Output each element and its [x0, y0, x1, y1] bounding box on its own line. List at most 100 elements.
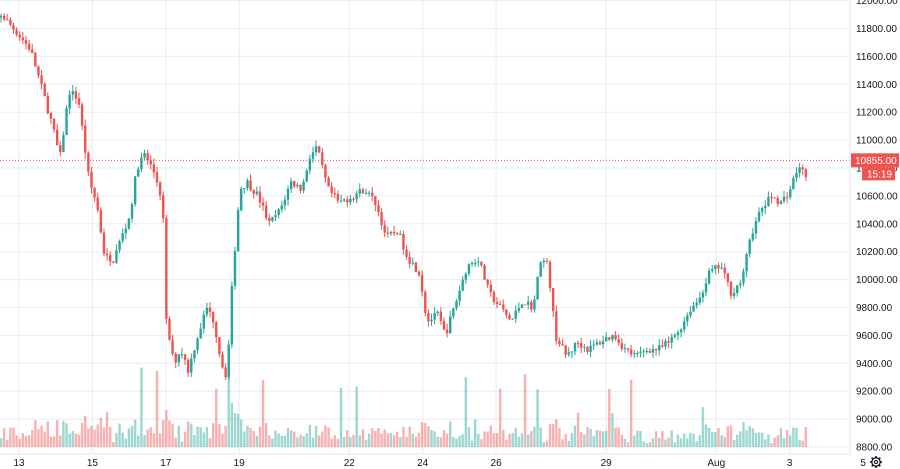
candle-body: [293, 181, 296, 187]
candle-body: [314, 146, 318, 153]
volume-bar: [258, 426, 262, 447]
candle-body: [352, 198, 355, 200]
volume-bar: [358, 435, 361, 447]
volume-bar: [364, 439, 368, 447]
volume-bar: [65, 423, 68, 447]
volume-bar: [146, 429, 149, 447]
volume-bar: [686, 438, 689, 447]
volume-bar: [152, 433, 156, 447]
volume-bar: [458, 435, 461, 447]
volume-bar: [6, 439, 9, 447]
volume-bar: [177, 425, 181, 447]
volume-bar: [208, 438, 212, 447]
volume-bar: [383, 429, 386, 447]
volume-bar: [333, 435, 337, 447]
volume-bar: [327, 427, 330, 447]
volume-bar: [720, 435, 723, 447]
candle-body: [330, 186, 333, 193]
candle-body: [570, 351, 574, 353]
volume-bar: [785, 429, 789, 447]
candle-body: [420, 274, 424, 292]
volume-bar: [49, 436, 53, 447]
candle-body: [258, 191, 262, 203]
candle-body: [168, 318, 171, 340]
volume-bar: [467, 427, 471, 447]
volume-bar: [682, 433, 686, 447]
volume-bar: [386, 433, 390, 447]
volume-bar: [442, 429, 446, 447]
candle-body: [742, 271, 745, 284]
candle-body: [679, 329, 683, 333]
candle-body: [152, 164, 156, 173]
candle-body: [252, 190, 255, 194]
candle-body: [461, 279, 464, 291]
candle-body: [193, 350, 196, 359]
candle-body: [707, 270, 711, 284]
volume-bar: [492, 433, 496, 447]
volume-bar: [714, 431, 717, 447]
candle-body: [40, 75, 43, 84]
volume-bar: [792, 427, 795, 447]
volume-bar: [236, 413, 240, 447]
y-tick-label: 10000.00: [856, 275, 898, 286]
volume-bar: [661, 431, 664, 447]
volume-bar: [55, 420, 59, 447]
x-tick-label: 13: [13, 458, 25, 469]
volume-bar: [767, 434, 770, 447]
candle-body: [34, 52, 37, 67]
time-axis[interactable]: 13 15 17 19 22 24 26 29 Aug 3 5: [13, 458, 866, 469]
candle-body: [386, 232, 390, 234]
candle-body: [230, 285, 234, 345]
volume-bar: [523, 374, 527, 447]
volume-bar: [732, 439, 736, 447]
candle-body: [439, 311, 443, 321]
candle-body: [505, 309, 508, 315]
volume-bar: [551, 423, 555, 447]
volume-bar: [377, 427, 380, 447]
volume-bar: [592, 436, 595, 447]
settings-gear-icon[interactable]: [870, 456, 882, 468]
volume-bar: [380, 433, 383, 447]
volume-bar: [205, 427, 209, 447]
candle-body: [383, 225, 386, 233]
y-tick-label: 9600.00: [856, 331, 893, 342]
candle-body: [664, 341, 667, 347]
volume-bar: [679, 438, 683, 447]
countdown-badge-bg: [862, 167, 895, 181]
candle-body: [792, 178, 795, 190]
candle-body: [105, 253, 109, 256]
volume-bar: [498, 388, 502, 447]
volume-bar: [52, 436, 56, 447]
candle-body: [480, 261, 483, 266]
volume-bar: [124, 438, 127, 447]
candle-body: [764, 205, 767, 209]
volume-bar: [782, 438, 786, 447]
volume-bar: [221, 433, 224, 447]
volume-bar: [583, 434, 586, 447]
volume-bar: [293, 431, 296, 447]
volume-bar: [645, 443, 648, 447]
candle-body: [102, 232, 106, 254]
volume-bar: [18, 438, 21, 447]
volume-bar: [411, 433, 414, 447]
volume-bar: [211, 423, 215, 447]
volume-bar: [330, 438, 333, 447]
price-axis[interactable]: 8800.00 9000.00 9200.00 9400.00 9600.00 9800.…: [856, 0, 898, 454]
volume-bar: [651, 438, 655, 447]
candle-body: [274, 215, 277, 218]
candle-body: [271, 217, 274, 221]
candle-body: [801, 167, 804, 170]
candle-body: [477, 261, 480, 263]
volume-bar: [34, 420, 37, 447]
candle-body: [371, 192, 374, 197]
volume-bar: [218, 424, 221, 447]
y-tick-label: 11000.00: [856, 136, 897, 147]
candle-body: [564, 345, 567, 355]
volume-bar: [21, 433, 25, 447]
candle-body: [324, 164, 327, 178]
volume-bar: [233, 413, 237, 447]
candle-body: [433, 313, 436, 320]
candle-body: [723, 267, 726, 274]
last-price-label: 10855.00: [855, 156, 897, 167]
volume-bar: [670, 430, 673, 447]
